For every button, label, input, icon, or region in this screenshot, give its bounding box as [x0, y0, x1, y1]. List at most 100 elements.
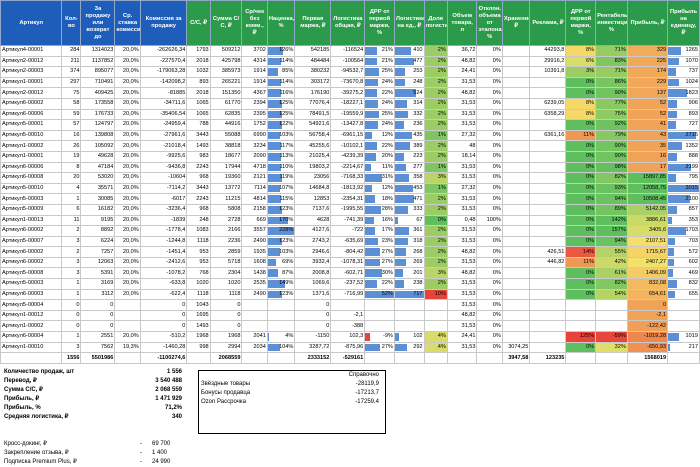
table-cell[interactable]: 248 — [186, 214, 211, 227]
table-cell[interactable]: 4% — [266, 331, 296, 343]
table-cell[interactable]: Артикул6-00002 — [0, 225, 63, 237]
table-cell[interactable]: 0 — [139, 309, 188, 322]
table-cell[interactable]: 0% — [565, 87, 597, 99]
table-cell[interactable]: 0% — [476, 299, 503, 311]
table-cell[interactable]: 20,0% — [114, 278, 141, 290]
table-cell[interactable]: 69% — [266, 256, 296, 269]
table-cell[interactable]: -510,2 — [139, 331, 188, 343]
table-cell[interactable] — [501, 278, 531, 290]
table-cell[interactable]: 253 — [393, 66, 425, 78]
table-cell[interactable]: 1118 — [186, 288, 211, 301]
table-cell[interactable]: 3932,4 — [294, 256, 332, 269]
table-cell[interactable]: 453 — [393, 182, 425, 195]
col-article[interactable]: Артикул — [0, 0, 63, 46]
table-row[interactable]: Артикул5-00001 57 124797 20,0% -24959,4 788 44… — [0, 119, 700, 131]
table-cell[interactable]: 13772 — [209, 182, 243, 195]
table-cell[interactable]: 329 — [626, 45, 669, 57]
table-cell[interactable]: 509212 — [209, 45, 243, 57]
table-row[interactable]: Артикул5-00003 1 3169 20,0% -633,8 1020 1020 25… — [0, 278, 700, 290]
table-cell[interactable]: 380232 — [294, 66, 332, 78]
table-cell[interactable]: 3234 — [241, 140, 268, 152]
table-cell[interactable]: 3 — [61, 256, 82, 269]
table-cell[interactable]: 2158 — [241, 203, 268, 216]
col-commission[interactable]: Комиссия за продажу — [139, 0, 188, 46]
table-cell[interactable]: 53020 — [80, 172, 116, 184]
table-cell[interactable]: Артикул5-00010 — [0, 182, 63, 195]
table-cell[interactable]: 20,0% — [114, 235, 141, 248]
table-row[interactable]: Артикул5-00009 6 16182 20,0% -3236,4 968 5808 2… — [0, 203, 700, 216]
table-row[interactable]: Артикул1-00001 19 49628 20,0% -9925,6 983 1867… — [0, 150, 700, 163]
table-cell[interactable]: Артикул1-00001 — [0, 76, 63, 89]
table-cell[interactable]: 0 — [61, 299, 82, 311]
table-cell[interactable]: 1406,09 — [626, 267, 669, 280]
table-cell[interactable]: 5808 — [209, 203, 243, 216]
table-cell[interactable]: 669 — [241, 214, 268, 227]
table-cell[interactable]: 90% — [595, 87, 628, 99]
col-sale[interactable]: За продажу или возврат до — [80, 0, 116, 46]
table-cell[interactable]: 31,53 — [446, 256, 478, 269]
table-cell[interactable]: Артикул2-00003 — [0, 66, 63, 78]
table-cell[interactable]: 27% — [364, 341, 395, 354]
table-cell[interactable]: 36,72 — [446, 45, 478, 57]
table-cell[interactable] — [241, 320, 268, 333]
table-cell[interactable]: 2% — [423, 246, 448, 258]
table-cell[interactable]: -9436,8 — [139, 161, 188, 174]
table-cell[interactable]: 24% — [364, 119, 395, 131]
table-cell[interactable]: 82% — [595, 172, 628, 184]
table-cell[interactable]: 737 — [667, 66, 700, 78]
table-cell[interactable]: 2243 — [186, 193, 211, 205]
table-cell[interactable]: -1778,4 — [139, 225, 188, 237]
table-cell[interactable]: 0% — [565, 161, 597, 174]
table-cell[interactable]: 2166 — [209, 225, 243, 237]
table-cell[interactable]: 1020 — [209, 278, 243, 290]
table-cell[interactable]: 2199 — [667, 161, 700, 174]
table-cell[interactable]: 31,53 — [446, 278, 478, 290]
table-cell[interactable]: 19803,2 — [294, 161, 332, 174]
table-cell[interactable]: -2,1 — [626, 309, 669, 322]
table-cell[interactable] — [423, 299, 448, 311]
table-cell[interactable]: 1438 — [241, 267, 268, 280]
table-cell[interactable]: 71% — [595, 45, 628, 57]
table-cell[interactable]: 2% — [423, 203, 448, 216]
table-cell[interactable]: 1% — [423, 182, 448, 195]
table-cell[interactable]: 3405,6 — [626, 225, 669, 237]
table-cell[interactable]: 297 — [61, 76, 82, 89]
table-cell[interactable]: 795 — [667, 172, 700, 184]
table-cell[interactable] — [393, 309, 425, 322]
table-cell[interactable] — [501, 108, 531, 121]
table-cell[interactable]: 998 — [186, 341, 211, 354]
table-row[interactable]: Артикул6-00008 20 53020 20,0% -10604 968 19360… — [0, 172, 700, 184]
table-cell[interactable]: 0% — [565, 225, 597, 237]
table-cell[interactable]: 2% — [423, 119, 448, 131]
table-cell[interactable] — [501, 182, 531, 195]
table-cell[interactable] — [501, 76, 531, 89]
table-cell[interactable]: 44293,8 — [529, 45, 567, 57]
table-cell[interactable]: -81885 — [139, 87, 188, 99]
table-cell[interactable]: 314 — [393, 97, 425, 110]
table-cell[interactable]: 176190 — [294, 87, 332, 99]
table-cell[interactable]: 1 — [61, 331, 82, 343]
table-cell[interactable]: 79% — [595, 129, 628, 142]
table-cell[interactable]: Артикул5-00010 — [0, 129, 63, 142]
table-cell[interactable] — [529, 225, 567, 237]
table-cell[interactable]: 117% — [266, 140, 296, 152]
table-cell[interactable]: 3287,72 — [294, 341, 332, 354]
table-cell[interactable]: 20,0% — [114, 87, 141, 99]
table-cell[interactable]: -10102,1 — [330, 140, 366, 152]
table-cell[interactable]: 55088 — [209, 129, 243, 142]
table-cell[interactable] — [266, 320, 296, 333]
table-cell[interactable]: 2% — [423, 66, 448, 78]
table-cell[interactable]: 11 — [61, 214, 82, 227]
table-cell[interactable]: 0% — [565, 119, 597, 131]
table-cell[interactable]: 0% — [476, 235, 503, 248]
table-cell[interactable]: 27% — [364, 246, 395, 258]
col-volume[interactable]: Объем товара, л — [446, 0, 478, 46]
table-cell[interactable]: 2% — [423, 193, 448, 205]
table-cell[interactable]: 0 — [80, 299, 116, 311]
table-cell[interactable]: 4367 — [241, 87, 268, 99]
table-cell[interactable] — [501, 320, 531, 333]
table-cell[interactable]: 115% — [266, 193, 296, 205]
table-cell[interactable]: 20,0% — [114, 129, 141, 142]
table-cell[interactable]: -9% — [364, 331, 395, 343]
table-cell[interactable]: 2236 — [209, 235, 243, 248]
